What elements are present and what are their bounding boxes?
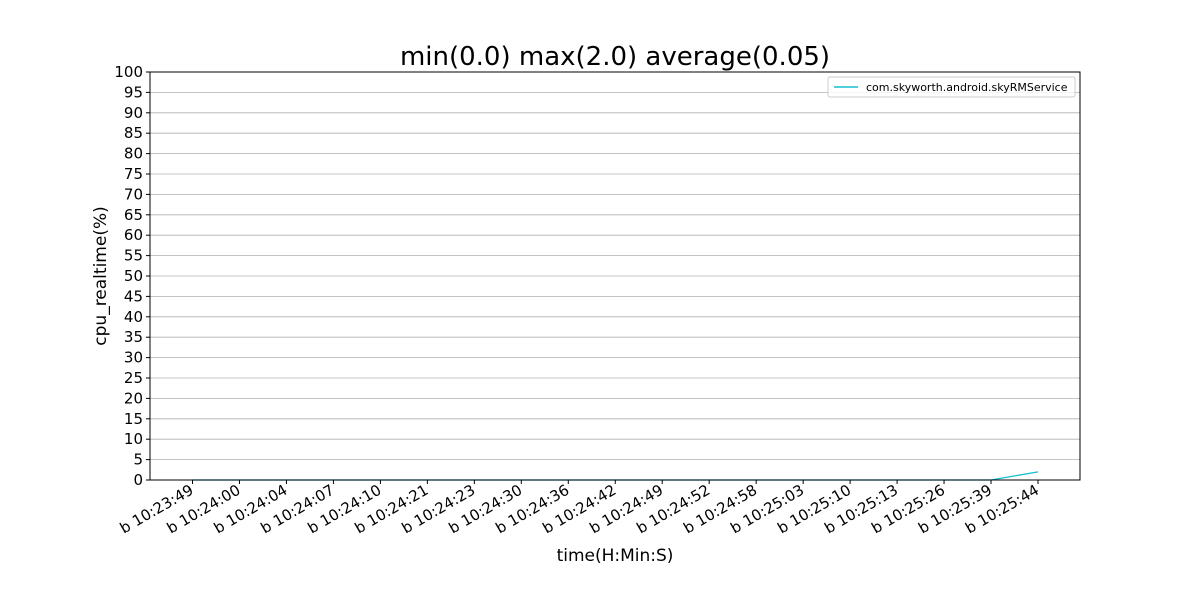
- y-tick-label: 10: [124, 430, 143, 448]
- y-tick-label: 80: [124, 145, 143, 163]
- series-lines: [192, 471, 1039, 481]
- y-tick-label: 20: [124, 389, 143, 407]
- chart-title: min(0.0) max(2.0) average(0.05): [400, 42, 830, 72]
- y-tick-label: 60: [124, 226, 143, 244]
- x-axis-label: time(H:Min:S): [557, 546, 674, 566]
- y-tick-label: 5: [133, 451, 143, 469]
- x-axis: b 10:23:49b 10:24:00b 10:24:04b 10:24:07…: [117, 480, 1042, 537]
- series-line: [192, 471, 1039, 481]
- y-tick-label: 95: [124, 83, 143, 101]
- y-tick-label: 65: [124, 206, 143, 224]
- y-tick-label: 75: [124, 165, 143, 183]
- y-tick-label: 50: [124, 267, 143, 285]
- legend: com.skyworth.android.skyRMService: [827, 76, 1076, 98]
- y-tick-label: 15: [124, 410, 143, 428]
- y-tick-label: 40: [124, 308, 143, 326]
- y-tick-label: 25: [124, 369, 143, 387]
- y-axis-label: cpu_realtime(%): [91, 206, 111, 345]
- y-tick-label: 70: [124, 185, 143, 203]
- legend-label: com.skyworth.android.skyRMService: [866, 81, 1068, 94]
- y-tick-label: 35: [124, 328, 143, 346]
- y-tick-label: 0: [133, 471, 143, 489]
- y-tick-label: 100: [114, 63, 143, 81]
- grid-lines: [150, 71, 1080, 481]
- y-tick-label: 55: [124, 247, 143, 265]
- legend-box: [827, 76, 1076, 98]
- y-axis: 0 5 10 15 20 25 30 35 40 45 50 55 60 65 70 75 80 85 90 95 10…: [114, 63, 150, 489]
- y-tick-label: 90: [124, 104, 143, 122]
- y-tick-label: 85: [124, 124, 143, 142]
- y-tick-label: 45: [124, 287, 143, 305]
- y-tick-label: 30: [124, 349, 143, 367]
